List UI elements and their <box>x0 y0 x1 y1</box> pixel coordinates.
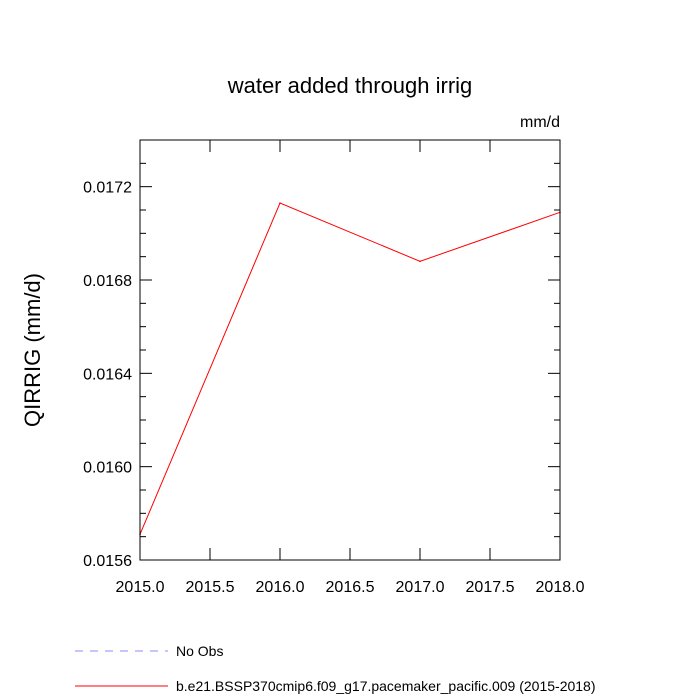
y-tick-label: 0.0160 <box>83 460 132 477</box>
series-line <box>139 202 561 535</box>
x-tick-label: 2017.0 <box>396 579 445 596</box>
data-point <box>419 260 421 263</box>
plot-area <box>139 202 561 536</box>
data-point <box>279 202 281 204</box>
legend-label: b.e21.BSSP370cmip6.f09_g17.pacemaker_pac… <box>176 678 596 694</box>
chart-title: water added through irrig <box>227 73 473 98</box>
x-tick-label: 2018.0 <box>536 579 585 596</box>
legend-label: No Obs <box>176 643 223 659</box>
x-tick-label: 2017.5 <box>466 579 515 596</box>
y-tick-label: 0.0156 <box>83 553 132 570</box>
x-tick-label: 2016.5 <box>326 579 375 596</box>
x-tick-label: 2015.5 <box>186 579 235 596</box>
units-label: mm/d <box>520 114 560 131</box>
axis-ticks: 2015.0 2015.5 2016.0 2016.5 2017.0 2017.5 2018… <box>83 139 585 596</box>
y-tick-label: 0.0164 <box>83 366 132 383</box>
y-axis-label: QIRRIG (mm/d) <box>20 273 45 427</box>
y-tick-label: 0.0172 <box>83 180 132 197</box>
x-tick-label: 2016.0 <box>256 579 305 596</box>
y-tick-label: 0.0168 <box>83 273 132 290</box>
legend: No Obs b.e21.BSSP370cmip6.f09_g17.pacemak… <box>75 643 596 694</box>
x-tick-label: 2015.0 <box>116 579 165 596</box>
plot-frame <box>139 139 561 561</box>
